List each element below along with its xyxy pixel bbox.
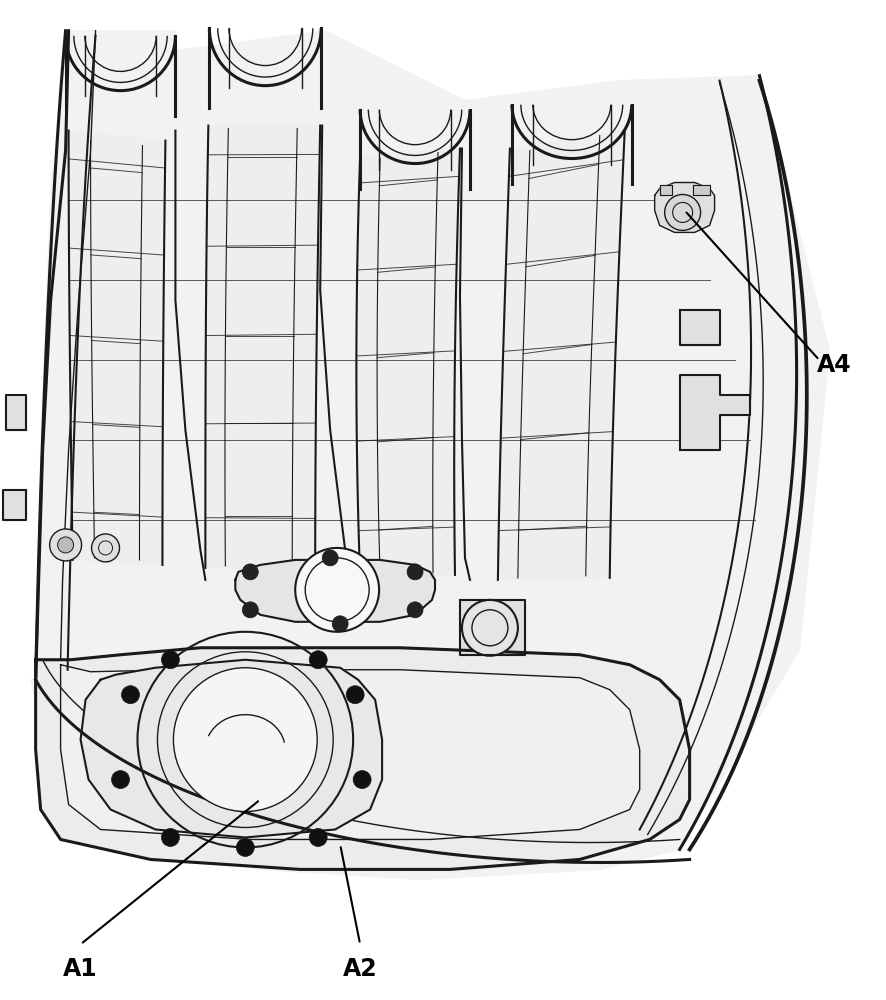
Polygon shape	[655, 182, 715, 232]
Polygon shape	[81, 660, 382, 837]
Circle shape	[664, 194, 701, 230]
Circle shape	[121, 686, 139, 704]
Circle shape	[309, 651, 327, 669]
Polygon shape	[660, 185, 672, 195]
Polygon shape	[206, 126, 320, 570]
Text: A4: A4	[817, 353, 851, 377]
Polygon shape	[518, 136, 600, 578]
Circle shape	[346, 686, 364, 704]
Text: A1: A1	[63, 957, 97, 981]
Polygon shape	[680, 375, 750, 450]
Circle shape	[332, 616, 348, 632]
Polygon shape	[68, 131, 166, 565]
Polygon shape	[460, 600, 525, 655]
Polygon shape	[680, 310, 719, 345]
Text: A2: A2	[343, 957, 377, 981]
Polygon shape	[225, 129, 297, 566]
Circle shape	[407, 602, 423, 618]
Polygon shape	[5, 395, 26, 430]
Polygon shape	[498, 131, 625, 580]
Circle shape	[242, 564, 259, 580]
Circle shape	[174, 668, 317, 812]
Circle shape	[309, 828, 327, 846]
Circle shape	[161, 828, 179, 846]
Circle shape	[58, 537, 74, 553]
Circle shape	[91, 534, 120, 562]
Polygon shape	[60, 665, 640, 839]
Circle shape	[407, 564, 423, 580]
Polygon shape	[377, 153, 438, 576]
Circle shape	[112, 771, 129, 789]
Polygon shape	[693, 185, 710, 195]
Polygon shape	[3, 490, 26, 520]
Circle shape	[237, 838, 254, 856]
Circle shape	[50, 529, 82, 561]
Polygon shape	[90, 141, 143, 560]
Polygon shape	[356, 149, 460, 578]
Circle shape	[242, 602, 259, 618]
Circle shape	[161, 651, 179, 669]
Circle shape	[354, 771, 371, 789]
Circle shape	[462, 600, 518, 656]
Circle shape	[323, 550, 338, 566]
Polygon shape	[236, 560, 435, 622]
Polygon shape	[35, 648, 689, 869]
Polygon shape	[31, 31, 829, 879]
Circle shape	[295, 548, 379, 632]
